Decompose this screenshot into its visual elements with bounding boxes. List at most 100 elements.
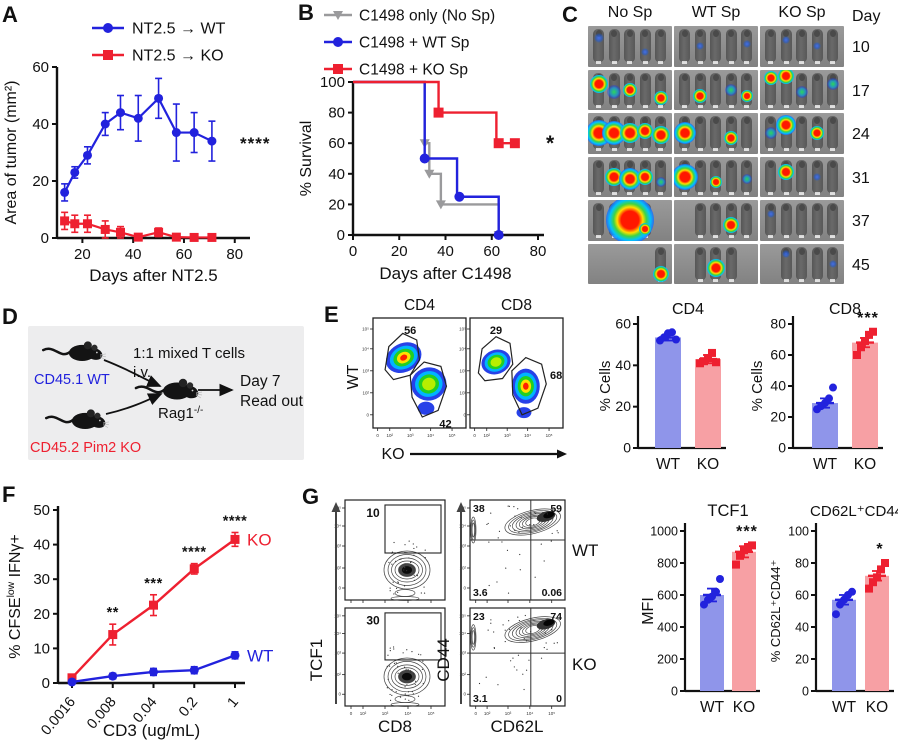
gate-percentage: 42 xyxy=(439,419,451,431)
log-tick-label: 10² xyxy=(459,566,466,571)
bar-ko xyxy=(732,551,756,691)
y-tick-label: 20 xyxy=(770,409,786,425)
flow-population xyxy=(511,368,540,404)
scatter-dot xyxy=(403,566,406,568)
scatter-dot xyxy=(423,586,425,588)
mouse-silhouette xyxy=(694,29,706,64)
panel-f: F 0 10 20 30 40 50 0.0016 0.008 0.04 0.2 1 CD3 (ug/… xyxy=(0,478,300,745)
readout-line2: Read out xyxy=(240,393,304,410)
panel-d-schematic: 1:1 mixed T cells i.v. CD45.1 WT CD45.2 Pim… xyxy=(28,326,304,460)
scatter-dot xyxy=(386,665,388,667)
mouse-silhouette xyxy=(655,72,667,108)
log-tick-label: 10² xyxy=(459,390,466,395)
data-point xyxy=(60,187,70,197)
y-tick-label: 0 xyxy=(41,230,49,247)
panel-c: C No Sp WT Sp KO Sp Day 10 17 24 31 37 45 xyxy=(560,0,900,296)
quadrant-percentage: 0.06 xyxy=(542,587,563,599)
scatter-dot xyxy=(540,657,543,659)
mouse-head xyxy=(86,347,103,360)
data-dot xyxy=(716,575,724,583)
panel-c-label: C xyxy=(562,2,578,27)
flow-gate xyxy=(511,356,547,416)
scatter-dot xyxy=(545,642,547,644)
data-point xyxy=(115,227,125,237)
data-point xyxy=(115,108,125,118)
data-dot xyxy=(825,394,833,403)
dense-core xyxy=(543,619,555,626)
transfer-arrow-top xyxy=(103,359,162,387)
legend-marker xyxy=(333,64,343,74)
mouse-image-cell xyxy=(588,69,672,110)
mouse-silhouette xyxy=(593,203,604,238)
log-tick-label: 10² xyxy=(360,711,367,716)
mouse-whiskers xyxy=(100,353,106,360)
x-tick-label: 20 xyxy=(74,246,91,263)
mouse-image-cell xyxy=(760,156,844,197)
scatter-dot xyxy=(519,569,521,571)
y-tick-label: 30 xyxy=(33,571,50,588)
panel-e-bar-cd8: 0 20 40 60 80 CD8 % Cells WT KO *** xyxy=(749,301,883,473)
flow-gate xyxy=(384,504,442,554)
mouse-silhouette xyxy=(694,116,706,151)
day-value: 24 xyxy=(852,126,870,143)
log-tick-label: 10² xyxy=(334,566,341,571)
flow-population xyxy=(481,349,511,375)
mouse-silhouette xyxy=(827,29,839,64)
scatter-dot xyxy=(517,654,520,656)
shape: -/- xyxy=(194,405,203,416)
contour-ring xyxy=(391,664,423,689)
gate-percentage: 56 xyxy=(404,325,416,337)
mouse-silhouette xyxy=(679,72,690,108)
scatter-dot xyxy=(533,523,535,526)
scatter-dot xyxy=(417,695,420,697)
mouse-image-cell xyxy=(674,200,758,241)
mouse-image-cell xyxy=(674,113,758,154)
mouse-whiskers xyxy=(195,391,203,399)
data-point xyxy=(189,128,199,138)
log-tick-label: 10⁵ xyxy=(459,327,466,332)
dense-core xyxy=(543,511,555,519)
scatter-dot xyxy=(514,515,516,517)
y-tick-label: 40 xyxy=(33,537,50,554)
y-tick-label: 40 xyxy=(770,378,786,394)
scatter-dot xyxy=(403,666,406,668)
mouse-silhouette xyxy=(655,29,667,64)
bar-chart-title: TCF1 xyxy=(707,502,748,520)
y-tick-label: 1000 xyxy=(650,525,678,539)
panel-e-flow-plots: CD4 56 42 0 10² 10³ 10⁴ 10⁵ 10⁵ 10⁴ 10³ 10² 0 CD8 29 68… xyxy=(345,297,567,463)
scatter-dot xyxy=(488,584,490,587)
data-point xyxy=(171,128,181,138)
y-tick-label: 80 xyxy=(328,105,345,122)
arrowhead xyxy=(331,502,341,512)
recipient-mouse-icon xyxy=(134,378,203,400)
x-tick-label: 60 xyxy=(483,243,500,260)
panel-a-chart: NT2.5 → WT NT2.5 → KO 0 20 40 60 20 40 60 80 Days … xyxy=(3,21,269,286)
scatter-dot xyxy=(543,560,545,562)
flow-population xyxy=(385,342,422,373)
scatter-dot xyxy=(421,668,424,670)
x-tick-label: 40 xyxy=(125,246,142,263)
mouse-image-cell xyxy=(588,156,672,197)
contour-ring xyxy=(504,616,561,643)
contour-ring xyxy=(401,672,413,682)
y-tick-label: 0 xyxy=(802,685,809,699)
bar-ko xyxy=(695,359,721,448)
quadrant-percentage: 38 xyxy=(473,503,485,515)
mouse-tail xyxy=(44,415,75,424)
scatter-dot xyxy=(404,686,406,688)
flow-y-axis-label: WT xyxy=(345,364,362,389)
mouse-image-cell xyxy=(760,200,844,241)
log-tick-label: 10² xyxy=(334,672,341,677)
y-tick-label: 100 xyxy=(788,525,809,539)
data-point xyxy=(67,677,77,687)
mouse-silhouette xyxy=(624,29,636,64)
y-axis-label: MFI xyxy=(640,597,657,625)
gate-percentage: 30 xyxy=(366,614,380,628)
mouse-image-cell xyxy=(760,69,844,110)
mouse-silhouette xyxy=(710,116,722,151)
log-tick-label: 10² xyxy=(484,711,491,716)
data-point xyxy=(207,136,217,146)
flow-x-axis-label: CD8 xyxy=(378,717,412,736)
legend-marker xyxy=(333,11,343,20)
